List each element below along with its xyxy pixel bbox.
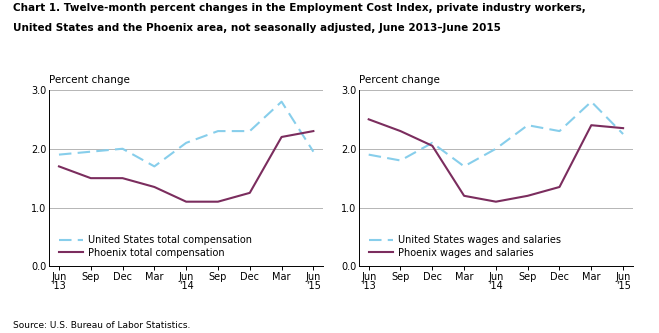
Phoenix total compensation [310, 129, 318, 133]
Phoenix total compensation [150, 185, 158, 189]
Phoenix wages and salaries [619, 126, 627, 130]
United States total compensation [277, 100, 285, 104]
Phoenix wages and salaries [524, 194, 532, 198]
Phoenix wages and salaries [428, 144, 436, 148]
United States total compensation [55, 153, 63, 157]
United States total compensation [246, 129, 254, 133]
Text: Percent change: Percent change [359, 75, 440, 85]
Legend: United States wages and salaries, Phoenix wages and salaries: United States wages and salaries, Phoeni… [367, 233, 563, 260]
Text: United States and the Phoenix area, not seasonally adjusted, June 2013–June 2015: United States and the Phoenix area, not … [13, 23, 501, 33]
Legend: United States total compensation, Phoenix total compensation: United States total compensation, Phoeni… [57, 233, 254, 260]
Phoenix wages and salaries [587, 123, 595, 127]
United States wages and salaries [587, 100, 595, 104]
United States total compensation [214, 129, 222, 133]
Line: United States total compensation: United States total compensation [59, 102, 314, 166]
United States total compensation [87, 150, 95, 154]
Phoenix wages and salaries [397, 129, 405, 133]
Line: Phoenix total compensation: Phoenix total compensation [59, 131, 314, 202]
United States wages and salaries [364, 153, 372, 157]
Phoenix total compensation [277, 135, 285, 139]
United States wages and salaries [556, 129, 563, 133]
Line: Phoenix wages and salaries: Phoenix wages and salaries [368, 119, 623, 202]
Phoenix wages and salaries [492, 200, 500, 204]
Text: Source: U.S. Bureau of Labor Statistics.: Source: U.S. Bureau of Labor Statistics. [13, 321, 190, 330]
United States total compensation [119, 147, 127, 151]
United States total compensation [310, 150, 318, 154]
Phoenix total compensation [214, 200, 222, 204]
Line: United States wages and salaries: United States wages and salaries [368, 102, 623, 166]
United States wages and salaries [492, 147, 500, 151]
Text: Percent change: Percent change [49, 75, 130, 85]
United States wages and salaries [619, 132, 627, 136]
Text: Chart 1. Twelve-month percent changes in the Employment Cost Index, private indu: Chart 1. Twelve-month percent changes in… [13, 3, 586, 13]
United States wages and salaries [524, 123, 532, 127]
United States total compensation [182, 141, 190, 145]
Phoenix total compensation [87, 176, 95, 180]
United States wages and salaries [428, 141, 436, 145]
Phoenix total compensation [55, 165, 63, 168]
United States wages and salaries [397, 159, 405, 163]
United States wages and salaries [460, 165, 468, 168]
United States total compensation [150, 165, 158, 168]
Phoenix total compensation [246, 191, 254, 195]
Phoenix wages and salaries [460, 194, 468, 198]
Phoenix wages and salaries [556, 185, 563, 189]
Phoenix total compensation [119, 176, 127, 180]
Phoenix total compensation [182, 200, 190, 204]
Phoenix wages and salaries [364, 117, 372, 121]
